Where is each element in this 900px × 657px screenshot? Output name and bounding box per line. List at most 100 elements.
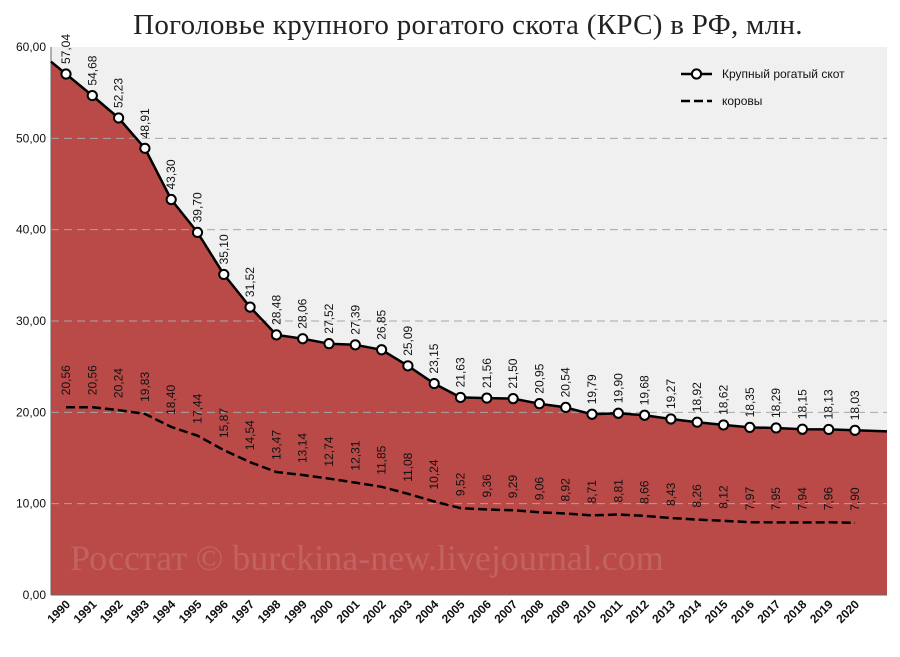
legend-marker-cattle bbox=[690, 68, 703, 80]
cows-data-label: 7,94 bbox=[795, 487, 809, 511]
x-tick-label: 2004 bbox=[413, 597, 442, 626]
cattle-point bbox=[270, 329, 282, 341]
cattle-data-label: 18,13 bbox=[822, 389, 836, 419]
cows-data-label: 7,95 bbox=[769, 487, 783, 511]
cattle-point bbox=[376, 344, 388, 356]
x-tick-label: 1992 bbox=[97, 597, 126, 626]
cows-data-label: 13,14 bbox=[296, 433, 310, 463]
x-tick-label: 2007 bbox=[491, 597, 520, 626]
x-tick-label: 1994 bbox=[150, 597, 179, 626]
cows-data-label: 12,31 bbox=[348, 440, 362, 470]
cows-data-label: 7,90 bbox=[848, 487, 862, 511]
cows-data-label: 8,12 bbox=[717, 485, 731, 509]
cattle-point bbox=[428, 377, 440, 390]
cows-data-label: 11,85 bbox=[375, 445, 389, 474]
cows-data-label: 8,43 bbox=[664, 482, 678, 506]
x-tick-label: 2017 bbox=[754, 597, 783, 626]
x-tick-label: 2000 bbox=[307, 597, 336, 626]
legend-label-cows: коровы bbox=[722, 94, 762, 108]
y-tick-label: 30,00 bbox=[16, 314, 46, 328]
y-tick-label: 20,00 bbox=[16, 405, 46, 419]
cattle-data-label: 19,79 bbox=[585, 374, 599, 404]
x-tick-label: 2002 bbox=[360, 597, 389, 626]
cattle-point bbox=[402, 360, 414, 372]
cattle-data-label: 18,62 bbox=[717, 385, 731, 415]
cattle-data-label: 19,27 bbox=[664, 379, 678, 409]
x-tick-label: 2006 bbox=[465, 597, 494, 626]
cattle-point bbox=[639, 409, 651, 421]
cattle-point bbox=[349, 339, 361, 351]
cattle-data-label: 21,63 bbox=[454, 357, 468, 387]
cattle-point bbox=[665, 413, 677, 425]
watermark-text: Росстат © burckina-new.livejournal.com bbox=[70, 538, 664, 578]
cows-data-label: 8,26 bbox=[690, 484, 704, 508]
cattle-point bbox=[849, 424, 861, 436]
cattle-data-label: 18,29 bbox=[769, 388, 783, 418]
cows-data-label: 8,81 bbox=[611, 479, 625, 503]
cattle-point bbox=[139, 142, 151, 154]
x-tick-label: 1993 bbox=[123, 597, 152, 626]
cattle-point bbox=[86, 89, 98, 102]
cattle-point bbox=[191, 226, 204, 239]
x-tick-label: 2003 bbox=[386, 597, 415, 626]
cattle-data-label: 18,35 bbox=[743, 387, 757, 417]
cows-data-label: 20,56 bbox=[59, 365, 73, 395]
cattle-point bbox=[323, 338, 335, 350]
cattle-data-label: 27,39 bbox=[348, 304, 362, 334]
x-tick-label: 2010 bbox=[570, 597, 599, 626]
cattle-point bbox=[612, 407, 624, 419]
cattle-data-label: 25,09 bbox=[401, 325, 415, 355]
x-tick-label: 2012 bbox=[623, 597, 652, 626]
y-tick-label: 40,00 bbox=[16, 223, 46, 237]
x-tick-label: 1997 bbox=[228, 597, 257, 626]
cattle-data-label: 57,04 bbox=[59, 34, 73, 64]
cattle-point bbox=[507, 393, 519, 405]
cattle-data-label: 31,52 bbox=[243, 267, 257, 297]
x-tick-label: 1990 bbox=[44, 597, 73, 626]
x-tick-label: 2019 bbox=[807, 597, 836, 626]
cattle-data-label: 21,50 bbox=[506, 358, 520, 388]
cattle-data-label: 43,30 bbox=[164, 159, 178, 189]
cows-data-label: 11,08 bbox=[401, 452, 415, 481]
x-tick-label: 2005 bbox=[439, 597, 468, 626]
chart-title: Поголовье крупного рогатого скота (КРС) … bbox=[133, 9, 803, 41]
cows-data-label: 8,92 bbox=[559, 478, 573, 502]
x-tick-label: 2016 bbox=[728, 597, 757, 626]
x-tick-label: 2014 bbox=[676, 597, 705, 626]
cattle-data-label: 35,10 bbox=[217, 234, 231, 264]
x-tick-label: 2011 bbox=[597, 597, 626, 626]
y-tick-label: 50,00 bbox=[16, 131, 46, 145]
cows-data-label: 7,96 bbox=[822, 487, 836, 511]
cattle-data-label: 20,54 bbox=[559, 367, 573, 397]
cows-data-label: 18,40 bbox=[164, 385, 178, 415]
cattle-data-label: 19,68 bbox=[638, 375, 652, 405]
x-tick-label: 2018 bbox=[781, 597, 810, 626]
y-tick-label: 60,00 bbox=[16, 40, 46, 54]
cows-data-label: 8,66 bbox=[638, 480, 652, 504]
cows-data-label: 9,06 bbox=[532, 477, 546, 501]
cattle-area bbox=[51, 61, 887, 595]
cattle-data-label: 48,91 bbox=[138, 108, 152, 138]
x-tick-label: 1999 bbox=[281, 597, 310, 626]
cattle-point bbox=[244, 301, 256, 313]
cattle-data-label: 23,15 bbox=[427, 343, 441, 373]
cattle-point bbox=[60, 68, 72, 80]
x-tick-label: 2009 bbox=[544, 597, 573, 626]
cows-data-label: 15,87 bbox=[217, 408, 231, 438]
cattle-point bbox=[691, 416, 703, 428]
cows-data-label: 7,97 bbox=[743, 487, 757, 511]
x-tick-label: 2015 bbox=[702, 597, 731, 626]
cattle-point bbox=[533, 398, 546, 410]
cattle-data-label: 18,15 bbox=[795, 389, 809, 419]
x-tick-label: 2013 bbox=[649, 597, 678, 626]
cows-data-label: 9,36 bbox=[480, 474, 494, 498]
y-tick-label: 0,00 bbox=[23, 588, 47, 602]
cattle-data-label: 26,85 bbox=[375, 309, 389, 339]
cows-data-label: 9,29 bbox=[506, 475, 520, 499]
cows-data-label: 20,56 bbox=[85, 365, 99, 395]
cattle-point bbox=[297, 333, 309, 345]
cows-data-label: 8,71 bbox=[585, 480, 599, 504]
x-tick-label: 1996 bbox=[202, 597, 231, 626]
cattle-data-label: 19,90 bbox=[611, 373, 625, 403]
